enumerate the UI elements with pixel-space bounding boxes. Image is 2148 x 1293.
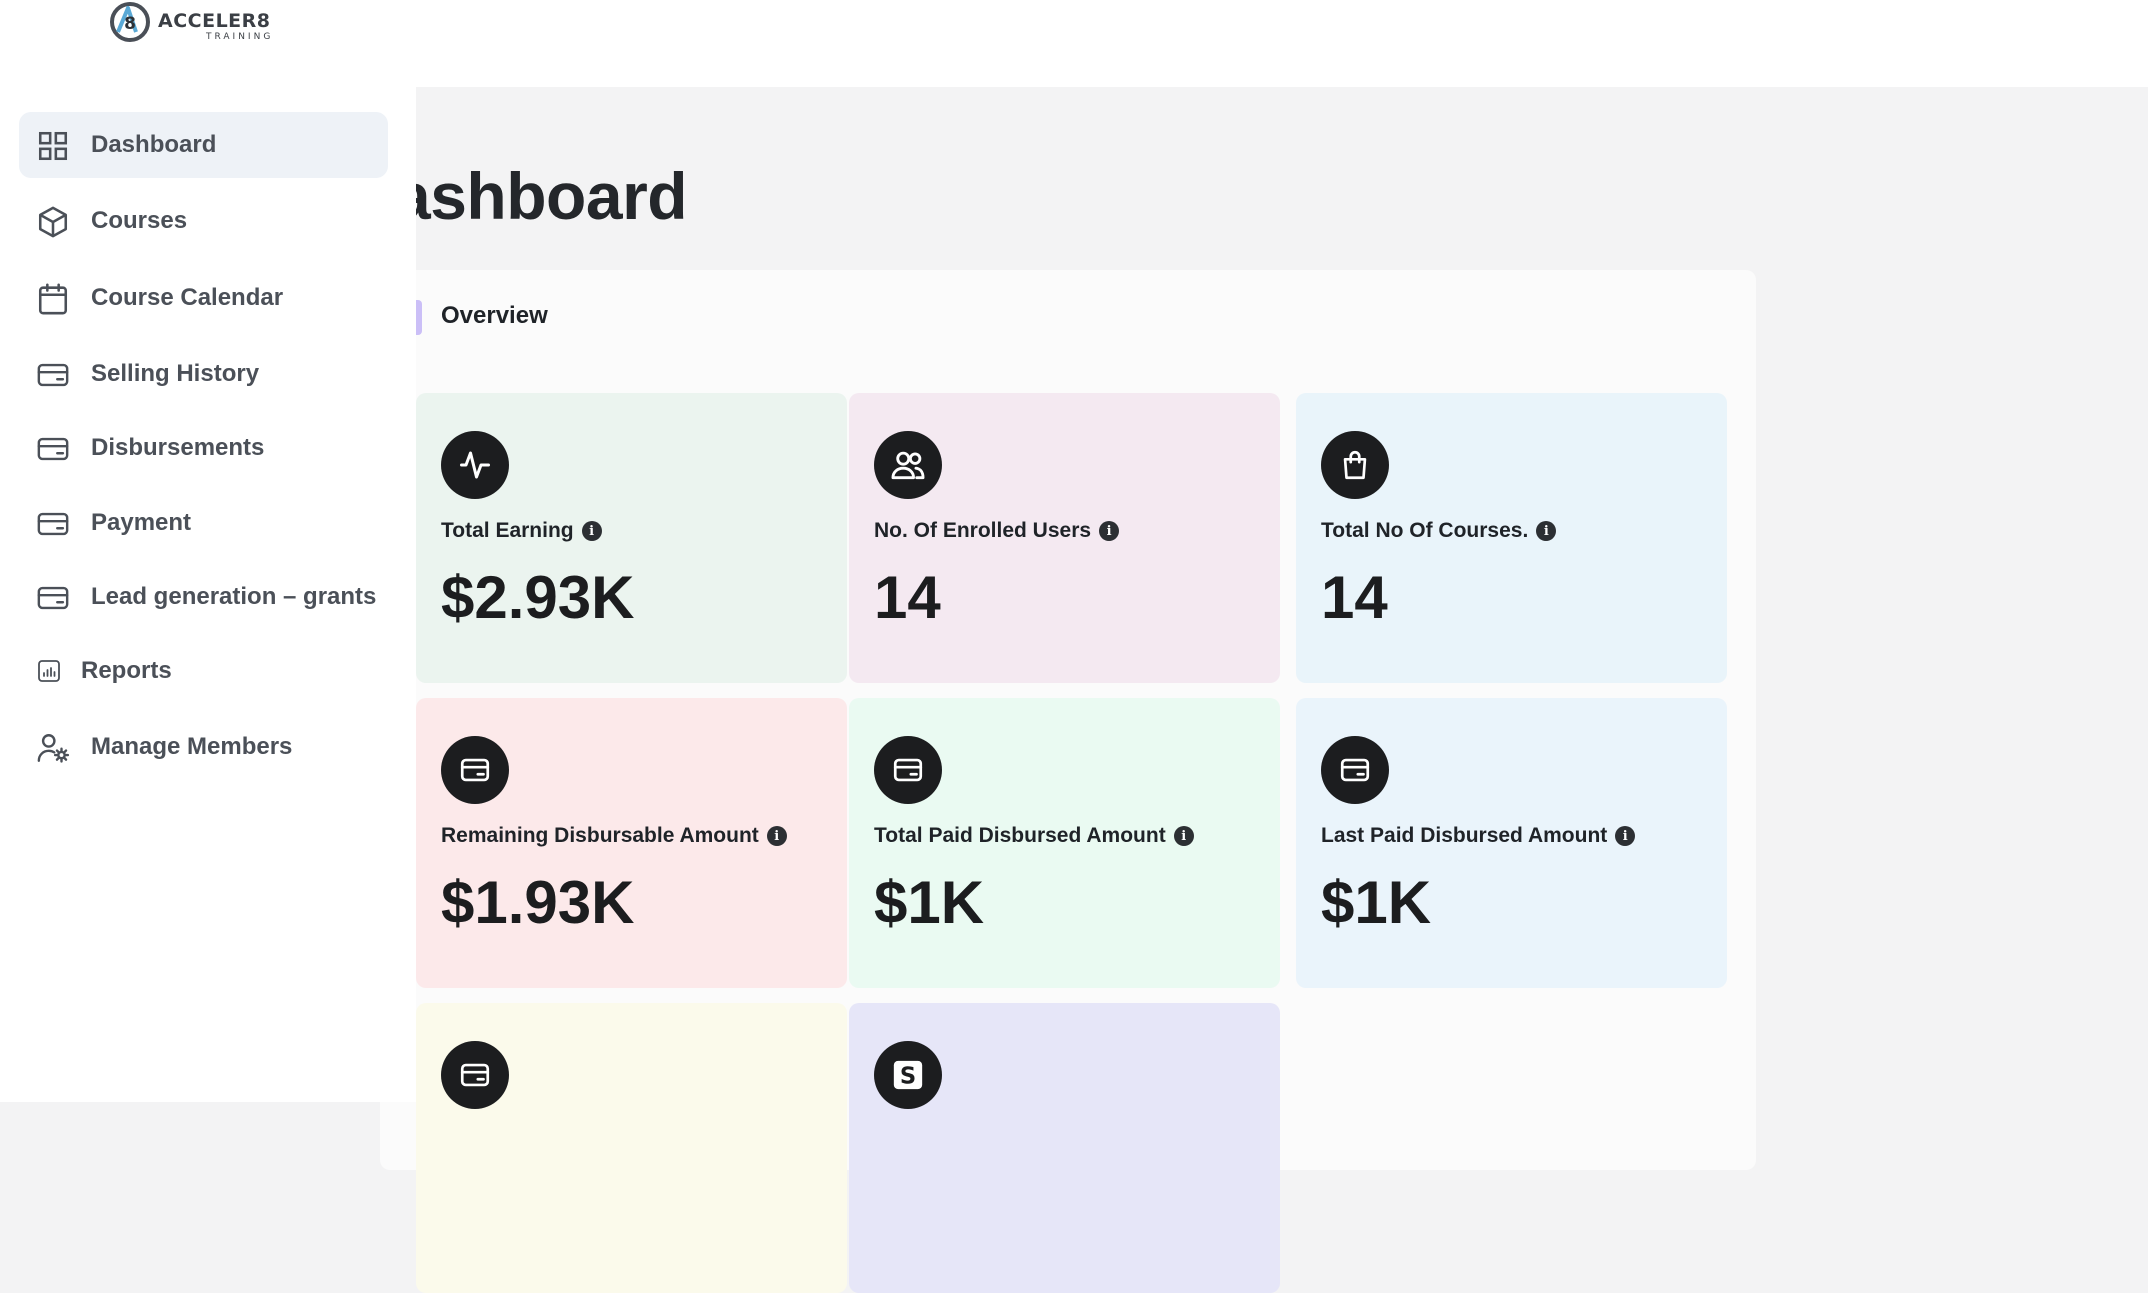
info-icon[interactable]: i — [1615, 826, 1636, 846]
card-icon — [37, 512, 69, 536]
info-icon[interactable]: i — [766, 826, 787, 846]
stat-card-total-paid-disbursed: Total Paid Disbursed Amount i $1K — [849, 698, 1280, 988]
stat-value: $1K — [874, 869, 985, 936]
sidebar-item-label: Course Calendar — [91, 284, 284, 311]
card-icon — [37, 363, 69, 387]
stat-label: Total Paid Disbursed Amount — [874, 824, 1166, 847]
logo-sub-text: TRAINING — [205, 32, 273, 42]
stat-card-total-earning: Total Earning i $2.93K — [416, 393, 847, 683]
sidebar-item-label: Courses — [91, 207, 188, 234]
card-icon — [37, 586, 69, 610]
card-icon — [441, 736, 509, 804]
overview-label: Overview — [441, 302, 548, 329]
stat-label: Total No Of Courses. — [1321, 519, 1529, 542]
stat-label: Total Earning — [441, 519, 574, 542]
card-icon — [1321, 736, 1389, 804]
logo-main-text: ACCELER8 — [158, 10, 271, 32]
grid-icon — [38, 131, 68, 161]
stat-value: 14 — [874, 564, 941, 631]
sidebar-item-payment[interactable]: Payment — [19, 490, 388, 556]
cube-icon — [38, 206, 68, 238]
info-icon[interactable]: i — [1099, 521, 1120, 541]
stat-value: $2.93K — [441, 564, 635, 631]
stat-card-row3-2: S — [849, 1003, 1280, 1293]
sidebar-item-label: Reports — [81, 657, 172, 684]
sidebar-item-courses[interactable]: Courses — [19, 188, 388, 254]
stat-card-remaining-disbursable: Remaining Disbursable Amount i $1.93K — [416, 698, 847, 988]
stat-value: $1.93K — [441, 869, 635, 936]
svg-text:8: 8 — [124, 14, 136, 34]
bar-chart-icon — [38, 660, 60, 682]
sidebar-item-label: Selling History — [91, 360, 260, 387]
stat-value: 14 — [1321, 564, 1388, 631]
sidebar-item-reports[interactable]: Reports — [19, 638, 388, 704]
svg-text:S: S — [900, 1064, 916, 1090]
sidebar: 8 ACCELER8 TRAINING Dashboard Courses Co… — [0, 0, 416, 1102]
sidebar-item-label: Manage Members — [91, 733, 293, 760]
card-icon — [441, 1041, 509, 1109]
stat-card-last-paid-disbursed: Last Paid Disbursed Amount i $1K — [1296, 698, 1727, 988]
stat-label: Remaining Disbursable Amount — [441, 824, 759, 847]
page-title: ashboard — [394, 159, 688, 233]
stat-label: Last Paid Disbursed Amount — [1321, 824, 1608, 847]
info-icon[interactable]: i — [1173, 826, 1194, 846]
stat-label: No. Of Enrolled Users — [874, 519, 1092, 542]
card-icon — [874, 736, 942, 804]
sidebar-item-disbursements[interactable]: Disbursements — [19, 415, 388, 481]
info-icon[interactable]: i — [1536, 521, 1557, 541]
stat-card-total-courses: Total No Of Courses. i 14 — [1296, 393, 1727, 683]
card-icon — [37, 437, 69, 461]
sidebar-item-label: Dashboard — [91, 131, 217, 158]
shopping-bag-icon — [1321, 431, 1389, 499]
sidebar-item-lead-generation-grants[interactable]: Lead generation – grants — [19, 564, 388, 630]
sidebar-item-dashboard[interactable]: Dashboard — [19, 112, 388, 178]
sidebar-item-selling-history[interactable]: Selling History — [19, 341, 388, 407]
sidebar-item-course-calendar[interactable]: Course Calendar — [19, 265, 388, 331]
activity-icon — [441, 431, 509, 499]
sidebar-item-manage-members[interactable]: Manage Members — [19, 714, 388, 780]
sidebar-item-label: Disbursements — [91, 434, 265, 461]
sidebar-item-label: Lead generation – grants — [91, 583, 377, 610]
stripe-icon: S — [874, 1041, 942, 1109]
users-icon — [874, 431, 942, 499]
stat-card-enrolled-users: No. Of Enrolled Users i 14 — [849, 393, 1280, 683]
user-gear-icon — [37, 734, 70, 763]
info-icon[interactable]: i — [581, 521, 602, 541]
calendar-icon — [38, 283, 68, 315]
stat-value: $1K — [1321, 869, 1432, 936]
brand-logo[interactable]: 8 ACCELER8 TRAINING — [108, 0, 298, 46]
sidebar-item-label: Payment — [91, 509, 192, 536]
stat-card-row3-1 — [416, 1003, 847, 1293]
